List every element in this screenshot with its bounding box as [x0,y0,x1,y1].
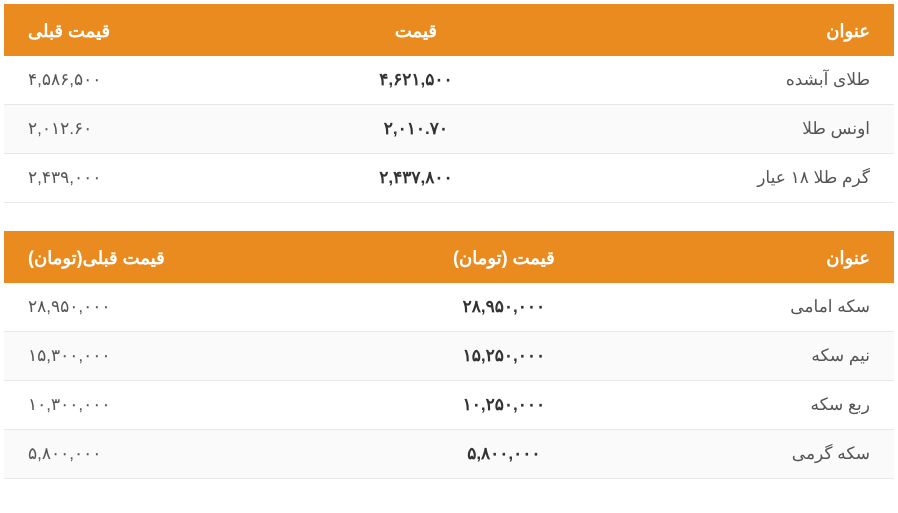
cell-title: نیم سکه [648,332,894,381]
table-row: سکه گرمی۵,۸۰۰,۰۰۰۵,۸۰۰,۰۰۰ [4,430,894,479]
coin-rows: سکه امامی۲۸,۹۵۰,۰۰۰۲۸,۹۵۰,۰۰۰نیم سکه۱۵,۲… [4,283,894,479]
cell-prev-price: ۴,۵۸۶,۵۰۰ [4,56,285,105]
cell-prev-price: ۲۸,۹۵۰,۰۰۰ [4,283,360,332]
cell-price: ۲۸,۹۵۰,۰۰۰ [360,283,648,332]
col-title: عنوان [648,233,894,284]
cell-title: گرم طلا ۱۸ عیار [547,154,894,203]
cell-price: ۱۰,۲۵۰,۰۰۰ [360,381,648,430]
cell-price: ۴,۶۲۱,۵۰۰ [285,56,547,105]
cell-title: اونس طلا [547,105,894,154]
col-prev-price: قیمت قبلی [4,6,285,57]
cell-prev-price: ۲,۰۱۲.۶۰ [4,105,285,154]
cell-title: سکه امامی [648,283,894,332]
col-prev-price: قیمت قبلی(تومان) [4,233,360,284]
cell-price: ۲,۰۱۰.۷۰ [285,105,547,154]
cell-title: سکه گرمی [648,430,894,479]
cell-title: ربع سکه [648,381,894,430]
table-row: ربع سکه۱۰,۲۵۰,۰۰۰۱۰,۳۰۰,۰۰۰ [4,381,894,430]
coin-price-table: عنوان قیمت (تومان) قیمت قبلی(تومان) سکه … [4,231,894,479]
cell-price: ۵,۸۰۰,۰۰۰ [360,430,648,479]
cell-prev-price: ۵,۸۰۰,۰۰۰ [4,430,360,479]
col-price: قیمت (تومان) [360,233,648,284]
table-row: اونس طلا۲,۰۱۰.۷۰۲,۰۱۲.۶۰ [4,105,894,154]
cell-prev-price: ۱۵,۳۰۰,۰۰۰ [4,332,360,381]
cell-price: ۱۵,۲۵۰,۰۰۰ [360,332,648,381]
table-row: گرم طلا ۱۸ عیار۲,۴۳۷,۸۰۰۲,۴۳۹,۰۰۰ [4,154,894,203]
table-row: سکه امامی۲۸,۹۵۰,۰۰۰۲۸,۹۵۰,۰۰۰ [4,283,894,332]
gold-rows: طلای آبشده۴,۶۲۱,۵۰۰۴,۵۸۶,۵۰۰اونس طلا۲,۰۱… [4,56,894,203]
cell-prev-price: ۲,۴۳۹,۰۰۰ [4,154,285,203]
col-title: عنوان [547,6,894,57]
col-price: قیمت [285,6,547,57]
cell-price: ۲,۴۳۷,۸۰۰ [285,154,547,203]
table-row: نیم سکه۱۵,۲۵۰,۰۰۰۱۵,۳۰۰,۰۰۰ [4,332,894,381]
gold-price-table: عنوان قیمت قیمت قبلی طلای آبشده۴,۶۲۱,۵۰۰… [4,4,894,203]
table-row: طلای آبشده۴,۶۲۱,۵۰۰۴,۵۸۶,۵۰۰ [4,56,894,105]
cell-title: طلای آبشده [547,56,894,105]
cell-prev-price: ۱۰,۳۰۰,۰۰۰ [4,381,360,430]
